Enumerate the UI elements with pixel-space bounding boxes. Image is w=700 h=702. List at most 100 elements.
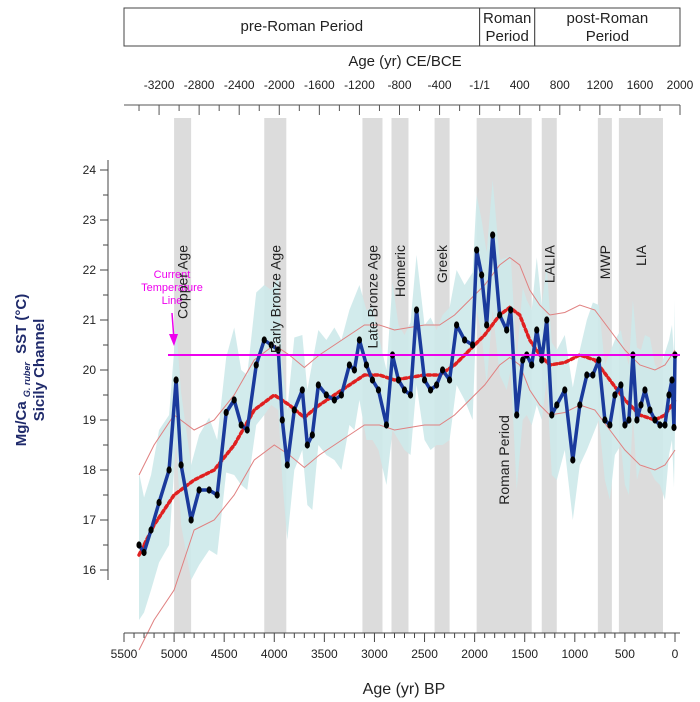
top-tick-label-9: 400 bbox=[510, 78, 530, 92]
data-point bbox=[626, 416, 632, 424]
period-header: pre-Roman Period Roman Period post-Roman Per… bbox=[123, 7, 681, 47]
period-label-1: Roman Period bbox=[483, 10, 531, 45]
data-point bbox=[539, 356, 545, 364]
period-label-0: pre-Roman Period bbox=[241, 18, 364, 35]
data-point bbox=[369, 376, 376, 384]
data-point bbox=[253, 361, 259, 369]
data-point bbox=[514, 411, 520, 419]
data-point bbox=[622, 421, 628, 429]
data-point bbox=[363, 361, 370, 369]
y-axis-label-line2: SST (°C) bbox=[13, 294, 30, 354]
data-point bbox=[178, 461, 184, 469]
x-tick-label-3: 4000 bbox=[261, 647, 288, 661]
data-point bbox=[439, 366, 446, 374]
x-tick-label-10: 500 bbox=[615, 647, 635, 661]
data-point bbox=[231, 396, 237, 404]
data-point bbox=[304, 441, 310, 449]
svg-text:Mg/Ca G. ruber SST: Mg/Ca G. ruber SST (°C) bbox=[13, 294, 34, 447]
data-point bbox=[562, 386, 568, 394]
data-point bbox=[462, 336, 468, 344]
y-axis-label: Mg/Ca G. ruber SST (°C) Sicily Channel bbox=[13, 294, 48, 447]
data-point bbox=[309, 431, 315, 439]
top-axis: Age (yr) CE/BCE -3200 -2800 -2400 -2000 -160… bbox=[124, 53, 694, 115]
data-point bbox=[554, 401, 560, 409]
data-point bbox=[338, 391, 344, 399]
data-point bbox=[549, 411, 555, 419]
data-point bbox=[474, 246, 480, 254]
data-point bbox=[223, 408, 229, 417]
data-point bbox=[662, 421, 668, 429]
data-point bbox=[206, 486, 212, 494]
data-point bbox=[268, 341, 274, 349]
band-label-8: LIA bbox=[633, 244, 649, 266]
data-point bbox=[279, 416, 285, 424]
data-point bbox=[584, 371, 590, 379]
band-label-7: MWP bbox=[597, 245, 613, 279]
top-tick-label-8: -1/1 bbox=[469, 78, 490, 92]
y-axis-label-line1: Mg/Ca bbox=[13, 401, 30, 447]
data-point bbox=[497, 311, 503, 319]
data-point bbox=[520, 356, 526, 364]
top-tick-label-5: -1200 bbox=[344, 78, 375, 92]
data-point bbox=[401, 386, 408, 394]
band-label-1: Early Bronze Age bbox=[267, 245, 283, 353]
band-label-6: LALIA bbox=[541, 244, 557, 283]
data-point bbox=[508, 306, 514, 314]
x-tick-label-0: 5500 bbox=[111, 647, 138, 661]
data-point bbox=[570, 456, 576, 464]
data-point bbox=[652, 416, 658, 424]
y-tick-label-2: 18 bbox=[83, 463, 97, 477]
reference-line-label: Current Temperature Line bbox=[141, 269, 203, 307]
data-point bbox=[666, 391, 672, 399]
y-tick-label-6: 22 bbox=[83, 263, 97, 277]
data-point bbox=[421, 376, 428, 384]
x-tick-label-5: 3000 bbox=[361, 647, 388, 661]
data-point bbox=[596, 356, 602, 364]
data-point bbox=[544, 316, 550, 324]
data-point bbox=[375, 386, 382, 394]
top-axis-label: Age (yr) CE/BCE bbox=[348, 53, 461, 70]
data-point bbox=[490, 231, 496, 239]
top-tick-label-1: -2800 bbox=[184, 78, 215, 92]
data-point bbox=[470, 341, 476, 349]
top-tick-label-10: 800 bbox=[550, 78, 570, 92]
top-tick-label-6: -800 bbox=[387, 78, 411, 92]
y-axis-label-sub: G. ruber bbox=[22, 362, 32, 398]
data-point bbox=[534, 326, 540, 334]
data-point bbox=[196, 486, 202, 494]
period-box-1 bbox=[479, 7, 536, 47]
confidence-envelope bbox=[138, 180, 676, 651]
data-point bbox=[577, 401, 583, 409]
data-point bbox=[671, 423, 677, 432]
data-point bbox=[484, 321, 490, 329]
x-tick-label-8: 1500 bbox=[511, 647, 538, 661]
x-tick-label-1: 5000 bbox=[161, 647, 188, 661]
band-label-3: Homeric bbox=[392, 245, 408, 297]
top-tick-label-13: 2000 bbox=[667, 78, 694, 92]
data-point bbox=[244, 426, 250, 434]
reference-line-layer: Current Temperature Line bbox=[141, 269, 680, 356]
y-tick-label-7: 23 bbox=[83, 213, 97, 227]
top-tick-label-7: -400 bbox=[428, 78, 452, 92]
data-point bbox=[291, 406, 297, 414]
data-point bbox=[166, 466, 172, 474]
band-labels: Copper Age Early Bronze Age Late Bronze Ag… bbox=[175, 244, 649, 505]
data-point bbox=[188, 516, 194, 524]
data-point bbox=[413, 306, 420, 314]
y-tick-label-8: 24 bbox=[83, 163, 97, 177]
x-tick-label-4: 3500 bbox=[311, 647, 338, 661]
data-point bbox=[173, 376, 179, 384]
data-point bbox=[427, 386, 434, 394]
data-point bbox=[590, 371, 596, 379]
top-tick-label-12: 1600 bbox=[627, 78, 654, 92]
reference-arrow-head bbox=[169, 334, 178, 346]
data-point bbox=[275, 346, 281, 354]
data-point bbox=[453, 321, 460, 329]
top-tick-label-4: -1600 bbox=[304, 78, 335, 92]
data-point bbox=[607, 421, 613, 429]
x-axis-label: Age (yr) BP bbox=[363, 681, 446, 698]
data-point bbox=[156, 498, 162, 507]
band-label-4: Greek bbox=[434, 244, 450, 283]
x-tick-label-9: 1000 bbox=[561, 647, 588, 661]
